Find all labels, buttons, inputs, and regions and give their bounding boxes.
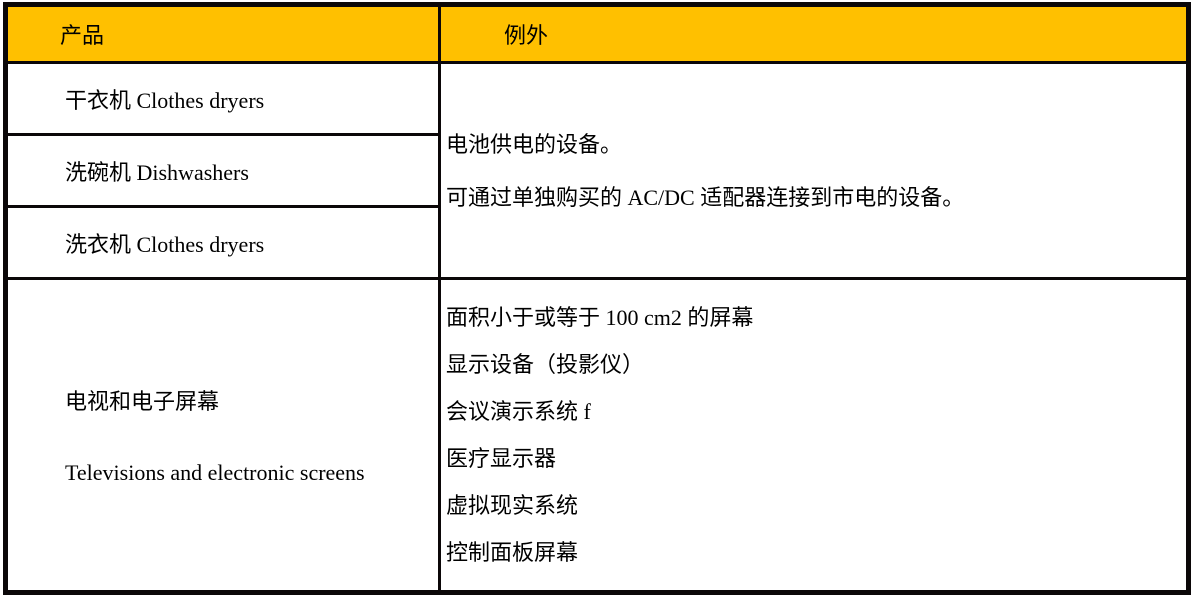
exception-line-screen-area: 面积小于或等于 100 cm2 的屏幕 <box>446 305 754 330</box>
merged-exception-cell: 电池供电的设备。 可通过单独购买的 AC/DC 适配器连接到市电的设备。 <box>438 61 1190 280</box>
header-cell-product: 产品 <box>4 3 441 64</box>
table-row-televisions: 电视和电子屏幕 Televisions and electronic scree… <box>4 277 1190 594</box>
exception-line-control-panel-screens: 控制面板屏幕 <box>446 540 579 565</box>
exception-line-acdc-adapter: 可通过单独购买的 AC/DC 适配器连接到市电的设备。 <box>446 184 965 210</box>
table-row-clothes-dryers: 干衣机 Clothes dryers 电池供电的设备。 可通过单独购买的 AC/… <box>4 61 1190 280</box>
televisions-exception-cell: 面积小于或等于 100 cm2 的屏幕 显示设备（投影仪） 会议演示系统 f 医… <box>438 277 1190 594</box>
product-cell-washing-machines: 洗衣机 Clothes dryers <box>4 205 441 280</box>
product-cell-clothes-dryers: 干衣机 Clothes dryers <box>4 61 441 136</box>
product-cell-dishwashers: 洗碗机 Dishwashers <box>4 133 441 208</box>
header-cell-exception: 例外 <box>438 3 1190 64</box>
table-row-washing-machines: 洗衣机 Clothes dryers <box>4 205 1189 280</box>
televisions-label-en: Televisions and electronic screens <box>65 460 365 485</box>
exception-line-vr-systems: 虚拟现实系统 <box>446 493 579 518</box>
exception-line-battery: 电池供电的设备。 <box>446 131 623 157</box>
exception-line-projectors: 显示设备（投影仪） <box>446 352 645 377</box>
table-row-dishwashers: 洗碗机 Dishwashers <box>4 133 1189 208</box>
table-header-row: 产品 例外 <box>4 3 1190 64</box>
exception-line-medical-displays: 医疗显示器 <box>446 446 557 471</box>
product-cell-televisions: 电视和电子屏幕 Televisions and electronic scree… <box>4 277 441 594</box>
exception-line-conference-systems: 会议演示系统 f <box>446 399 591 424</box>
televisions-label-zh: 电视和电子屏幕 <box>65 389 220 414</box>
product-exception-table: 产品 例外 干衣机 Clothes dryers 电池供电的设备。 可通过单独购… <box>3 2 1191 595</box>
